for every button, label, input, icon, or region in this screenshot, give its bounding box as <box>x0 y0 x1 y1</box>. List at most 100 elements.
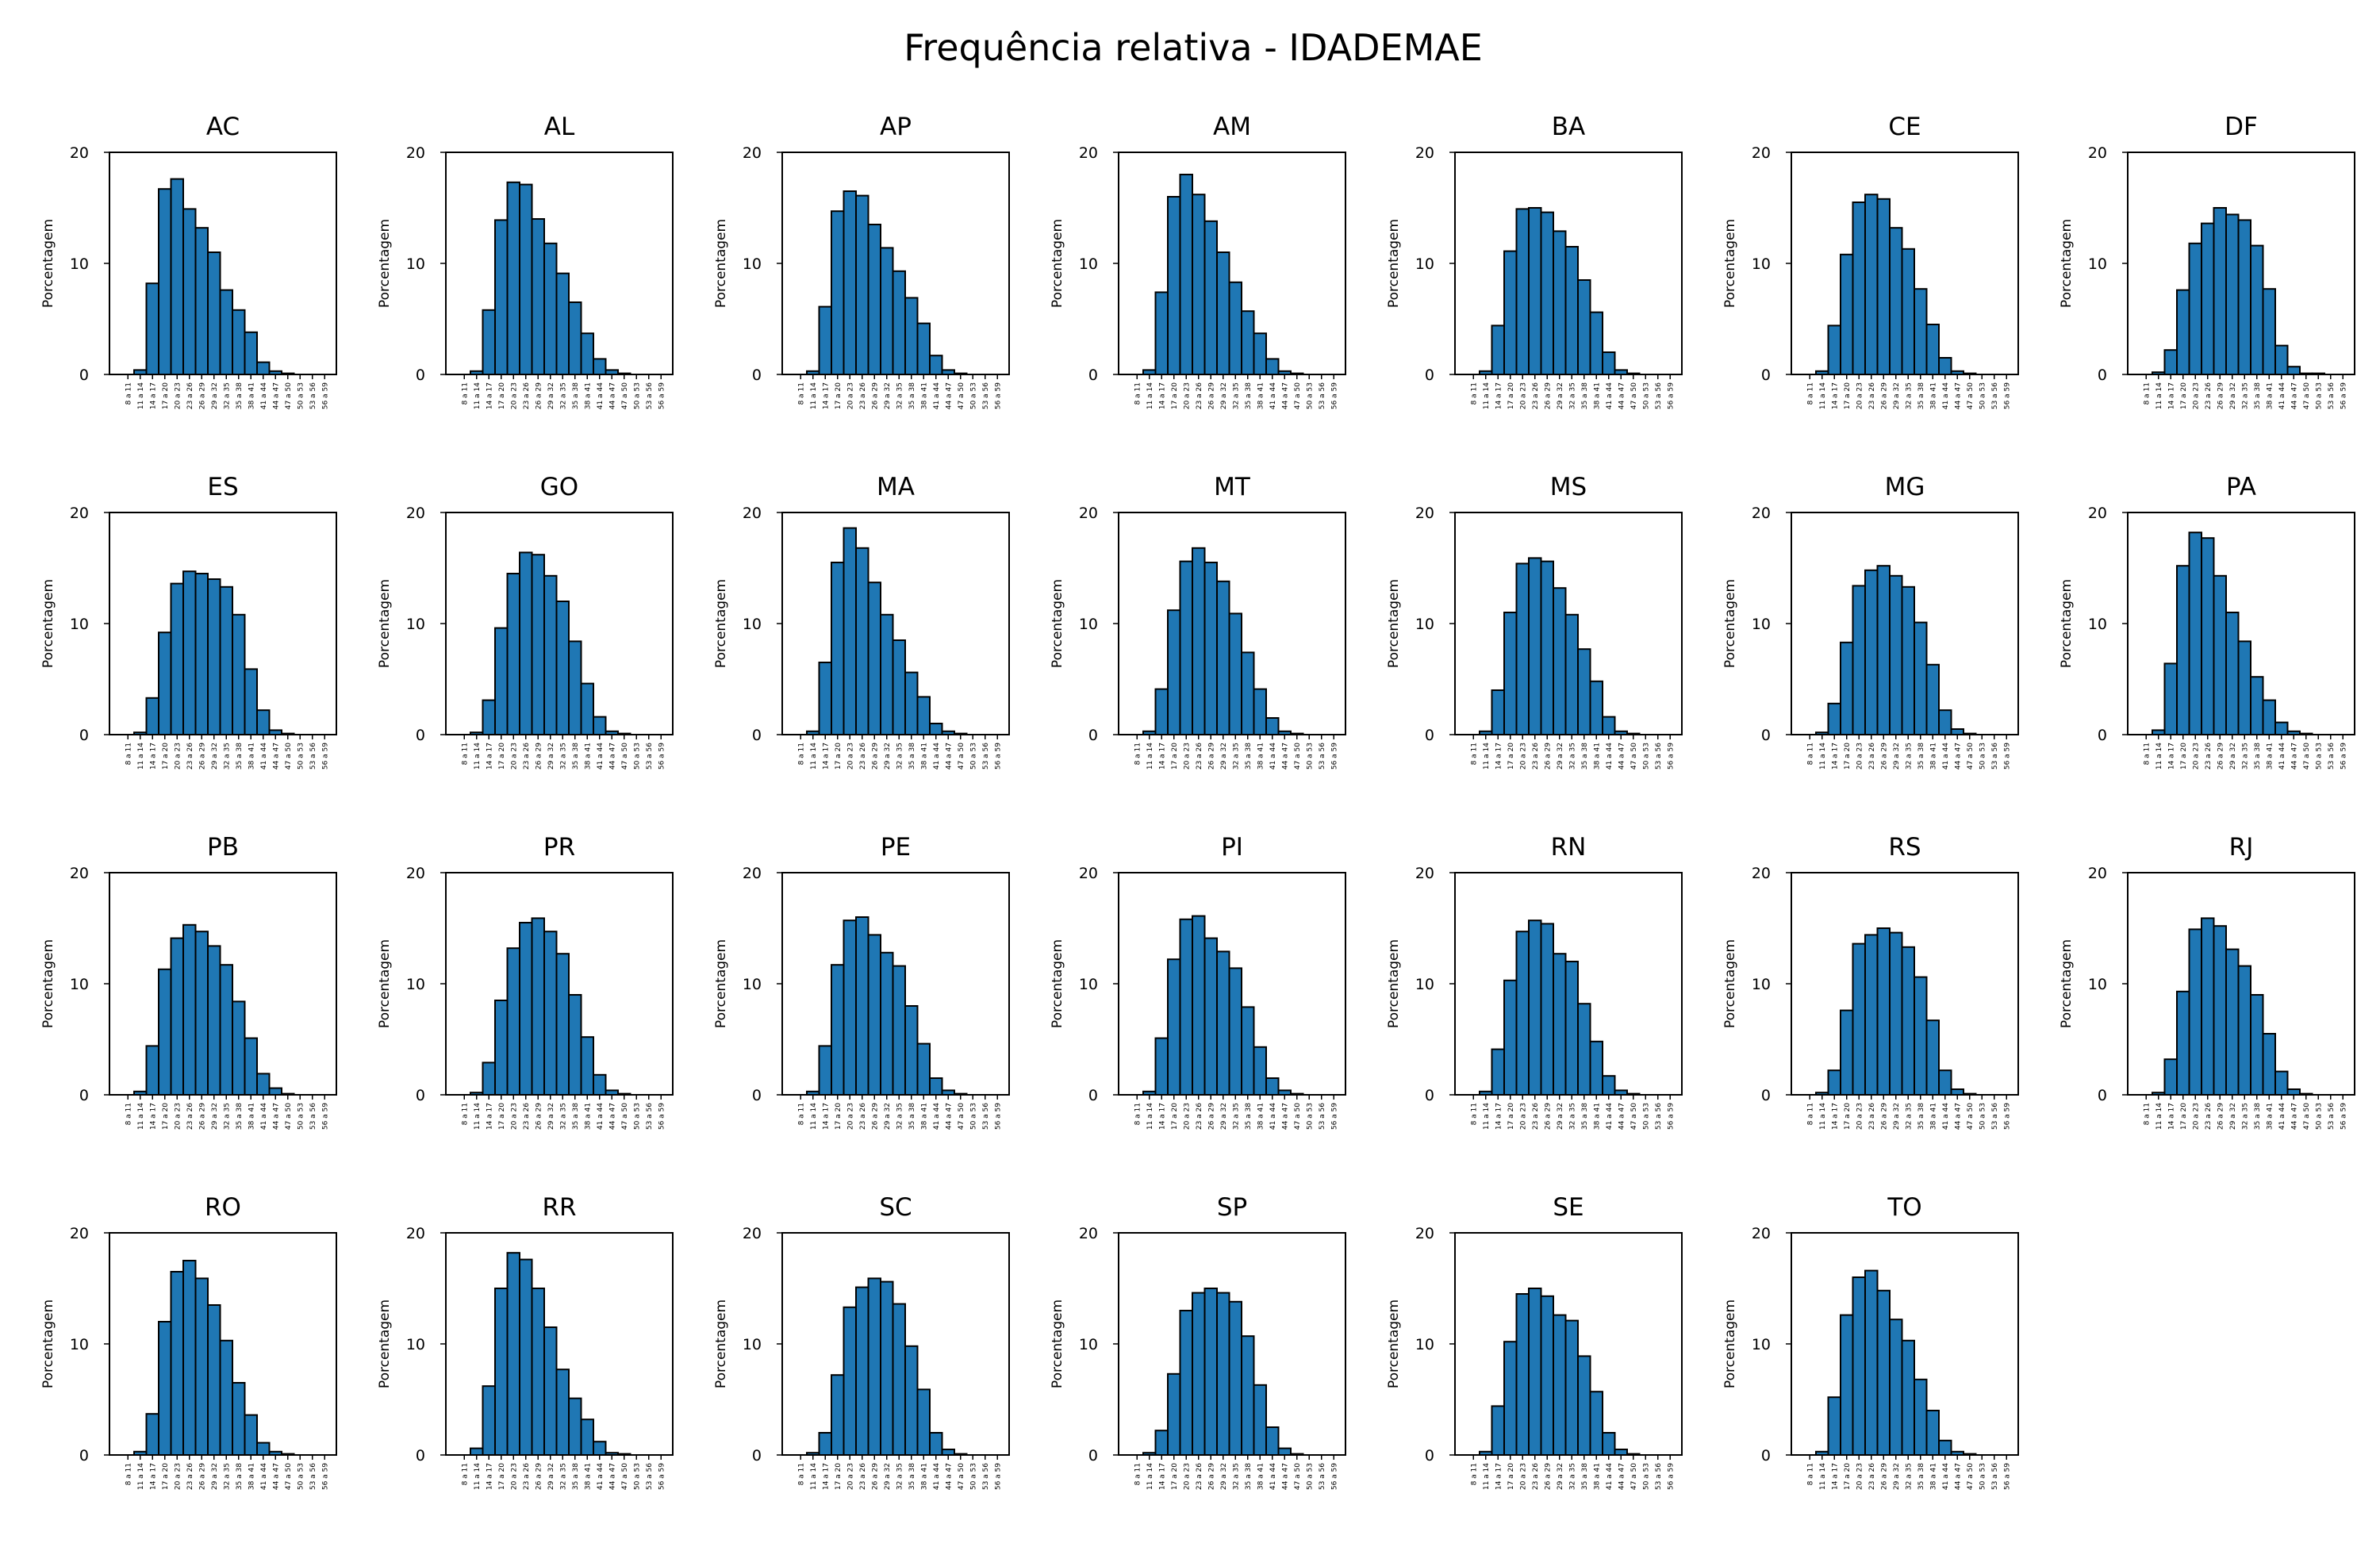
x-tick-label: 11 a 14 <box>1483 1463 1491 1490</box>
bar <box>1491 324 1505 375</box>
bar <box>1253 1046 1267 1096</box>
panel-title: MS <box>1550 473 1587 501</box>
bar <box>1540 560 1554 735</box>
x-tick-label: 8 a 11 <box>2143 382 2151 405</box>
bar <box>1876 198 1891 375</box>
x-tick-label: 26 a 29 <box>1544 1463 1552 1490</box>
axes-frame <box>445 1232 674 1456</box>
bar <box>1564 1319 1579 1456</box>
y-tick-label: 20 <box>406 865 425 882</box>
x-tick-label: 8 a 11 <box>1134 743 1142 765</box>
bar <box>2237 219 2251 376</box>
bar <box>1950 1088 1964 1096</box>
x-tick-label: 35 a 38 <box>236 382 244 409</box>
panel-df: DF Porcentagem 0 10 20 8 a 11 11 a 14 14 a 17 17… <box>2059 113 2355 409</box>
bar <box>2225 948 2240 1096</box>
bar <box>880 951 894 1096</box>
panel-ap: AP Porcentagem 0 10 20 8 a 11 11 a 14 14 a 17 17… <box>713 113 1010 409</box>
x-tick-label: 47 a 50 <box>1630 743 1638 770</box>
x-tick-label: 44 a 47 <box>272 1103 280 1130</box>
x-tick-label: 29 a 32 <box>1557 743 1564 770</box>
bar <box>1154 1037 1169 1096</box>
bar <box>1265 1077 1280 1096</box>
y-tick-label: 20 <box>1415 865 1434 882</box>
y-tick-label: 20 <box>743 144 762 162</box>
x-tick-label: 29 a 32 <box>1893 382 1901 409</box>
y-tick-label: 10 <box>70 616 89 633</box>
panel-title: SP <box>1217 1193 1247 1222</box>
panel-rn: RN Porcentagem 0 10 20 8 a 11 11 a 14 14 a 17 17… <box>1386 833 1683 1130</box>
x-tick-label: 20 a 23 <box>510 382 518 409</box>
x-tick-label: 14 a 17 <box>486 382 493 409</box>
x-tick-label: 17 a 20 <box>1507 382 1515 409</box>
x-tick-label: 47 a 50 <box>2303 382 2311 409</box>
y-axis-label: Porcentagem <box>1722 1299 1738 1388</box>
x-tick-label: 47 a 50 <box>958 1103 965 1130</box>
y-tick-label: 10 <box>1752 255 1771 273</box>
x-tick-label: 11 a 14 <box>137 743 145 770</box>
x-tick-label: 11 a 14 <box>1483 382 1491 409</box>
x-tick-label: 56 a 59 <box>2340 1103 2347 1130</box>
x-tick-label: 8 a 11 <box>1470 382 1478 405</box>
y-axis-label: Porcentagem <box>40 1299 56 1388</box>
bar <box>1925 324 1940 375</box>
x-tick-label: 26 a 29 <box>1207 1463 1215 1490</box>
x-tick-label: 53 a 56 <box>1991 1103 1999 1130</box>
axes-frame <box>109 1232 337 1456</box>
bar <box>1491 689 1505 735</box>
x-tick-label: 11 a 14 <box>810 743 818 770</box>
bar <box>145 697 159 736</box>
axes-frame <box>781 872 1010 1096</box>
x-tick-label: 14 a 17 <box>822 382 830 409</box>
bar <box>207 251 221 375</box>
x-tick-label: 47 a 50 <box>621 1103 629 1130</box>
y-tick-label: 20 <box>1079 865 1098 882</box>
x-tick-label: 53 a 56 <box>2328 382 2336 409</box>
x-tick-label: 47 a 50 <box>1294 1103 1302 1130</box>
bar <box>1241 1006 1255 1096</box>
y-tick-label: 10 <box>1079 1336 1098 1353</box>
panel-rj: RJ Porcentagem 0 10 20 8 a 11 11 a 14 14 a 17 17… <box>2059 833 2355 1130</box>
x-tick-label: 26 a 29 <box>535 1463 543 1490</box>
y-tick-label: 0 <box>1761 727 1771 744</box>
bar <box>1901 1339 1915 1456</box>
x-tick-label: 53 a 56 <box>1319 382 1326 409</box>
x-tick-label: 56 a 59 <box>321 382 329 409</box>
x-tick-label: 38 a 41 <box>1593 382 1601 409</box>
x-tick-label: 35 a 38 <box>1245 1463 1253 1490</box>
bar <box>831 210 845 375</box>
bar <box>904 1005 919 1096</box>
bar <box>1192 547 1206 735</box>
y-tick-label: 10 <box>1415 976 1434 993</box>
bar <box>831 1374 845 1456</box>
x-tick-label: 17 a 20 <box>162 743 170 770</box>
axes-frame <box>1791 872 2019 1096</box>
bar <box>2225 213 2240 376</box>
x-tick-label: 14 a 17 <box>1158 1103 1166 1130</box>
bar <box>194 573 209 735</box>
axes-frame <box>2127 872 2355 1096</box>
x-tick-label: 26 a 29 <box>2217 1103 2225 1130</box>
x-tick-label: 20 a 23 <box>846 743 854 770</box>
x-tick-label: 38 a 41 <box>2266 743 2274 770</box>
y-tick-label: 20 <box>70 505 89 522</box>
x-tick-label: 38 a 41 <box>248 1103 255 1130</box>
bar <box>916 322 931 376</box>
x-tick-label: 8 a 11 <box>2143 1103 2151 1125</box>
x-tick-label: 11 a 14 <box>1146 743 1154 770</box>
bar <box>519 183 533 375</box>
x-tick-label: 11 a 14 <box>2155 743 2163 770</box>
y-tick-label: 0 <box>416 1087 425 1104</box>
x-tick-label: 56 a 59 <box>1330 743 1338 770</box>
bar <box>867 582 881 735</box>
bar <box>843 527 857 735</box>
bar <box>1553 230 1567 376</box>
bar <box>1889 574 1903 735</box>
y-tick-label: 0 <box>416 367 425 384</box>
bar <box>1277 1447 1292 1457</box>
y-tick-label: 20 <box>406 505 425 522</box>
panel-pi: PI Porcentagem 0 10 20 8 a 11 11 a 14 14 a 17 17… <box>1050 833 1346 1130</box>
x-tick-label: 47 a 50 <box>285 382 293 409</box>
x-tick-label: 23 a 26 <box>523 743 531 770</box>
bar <box>2213 925 2227 1096</box>
